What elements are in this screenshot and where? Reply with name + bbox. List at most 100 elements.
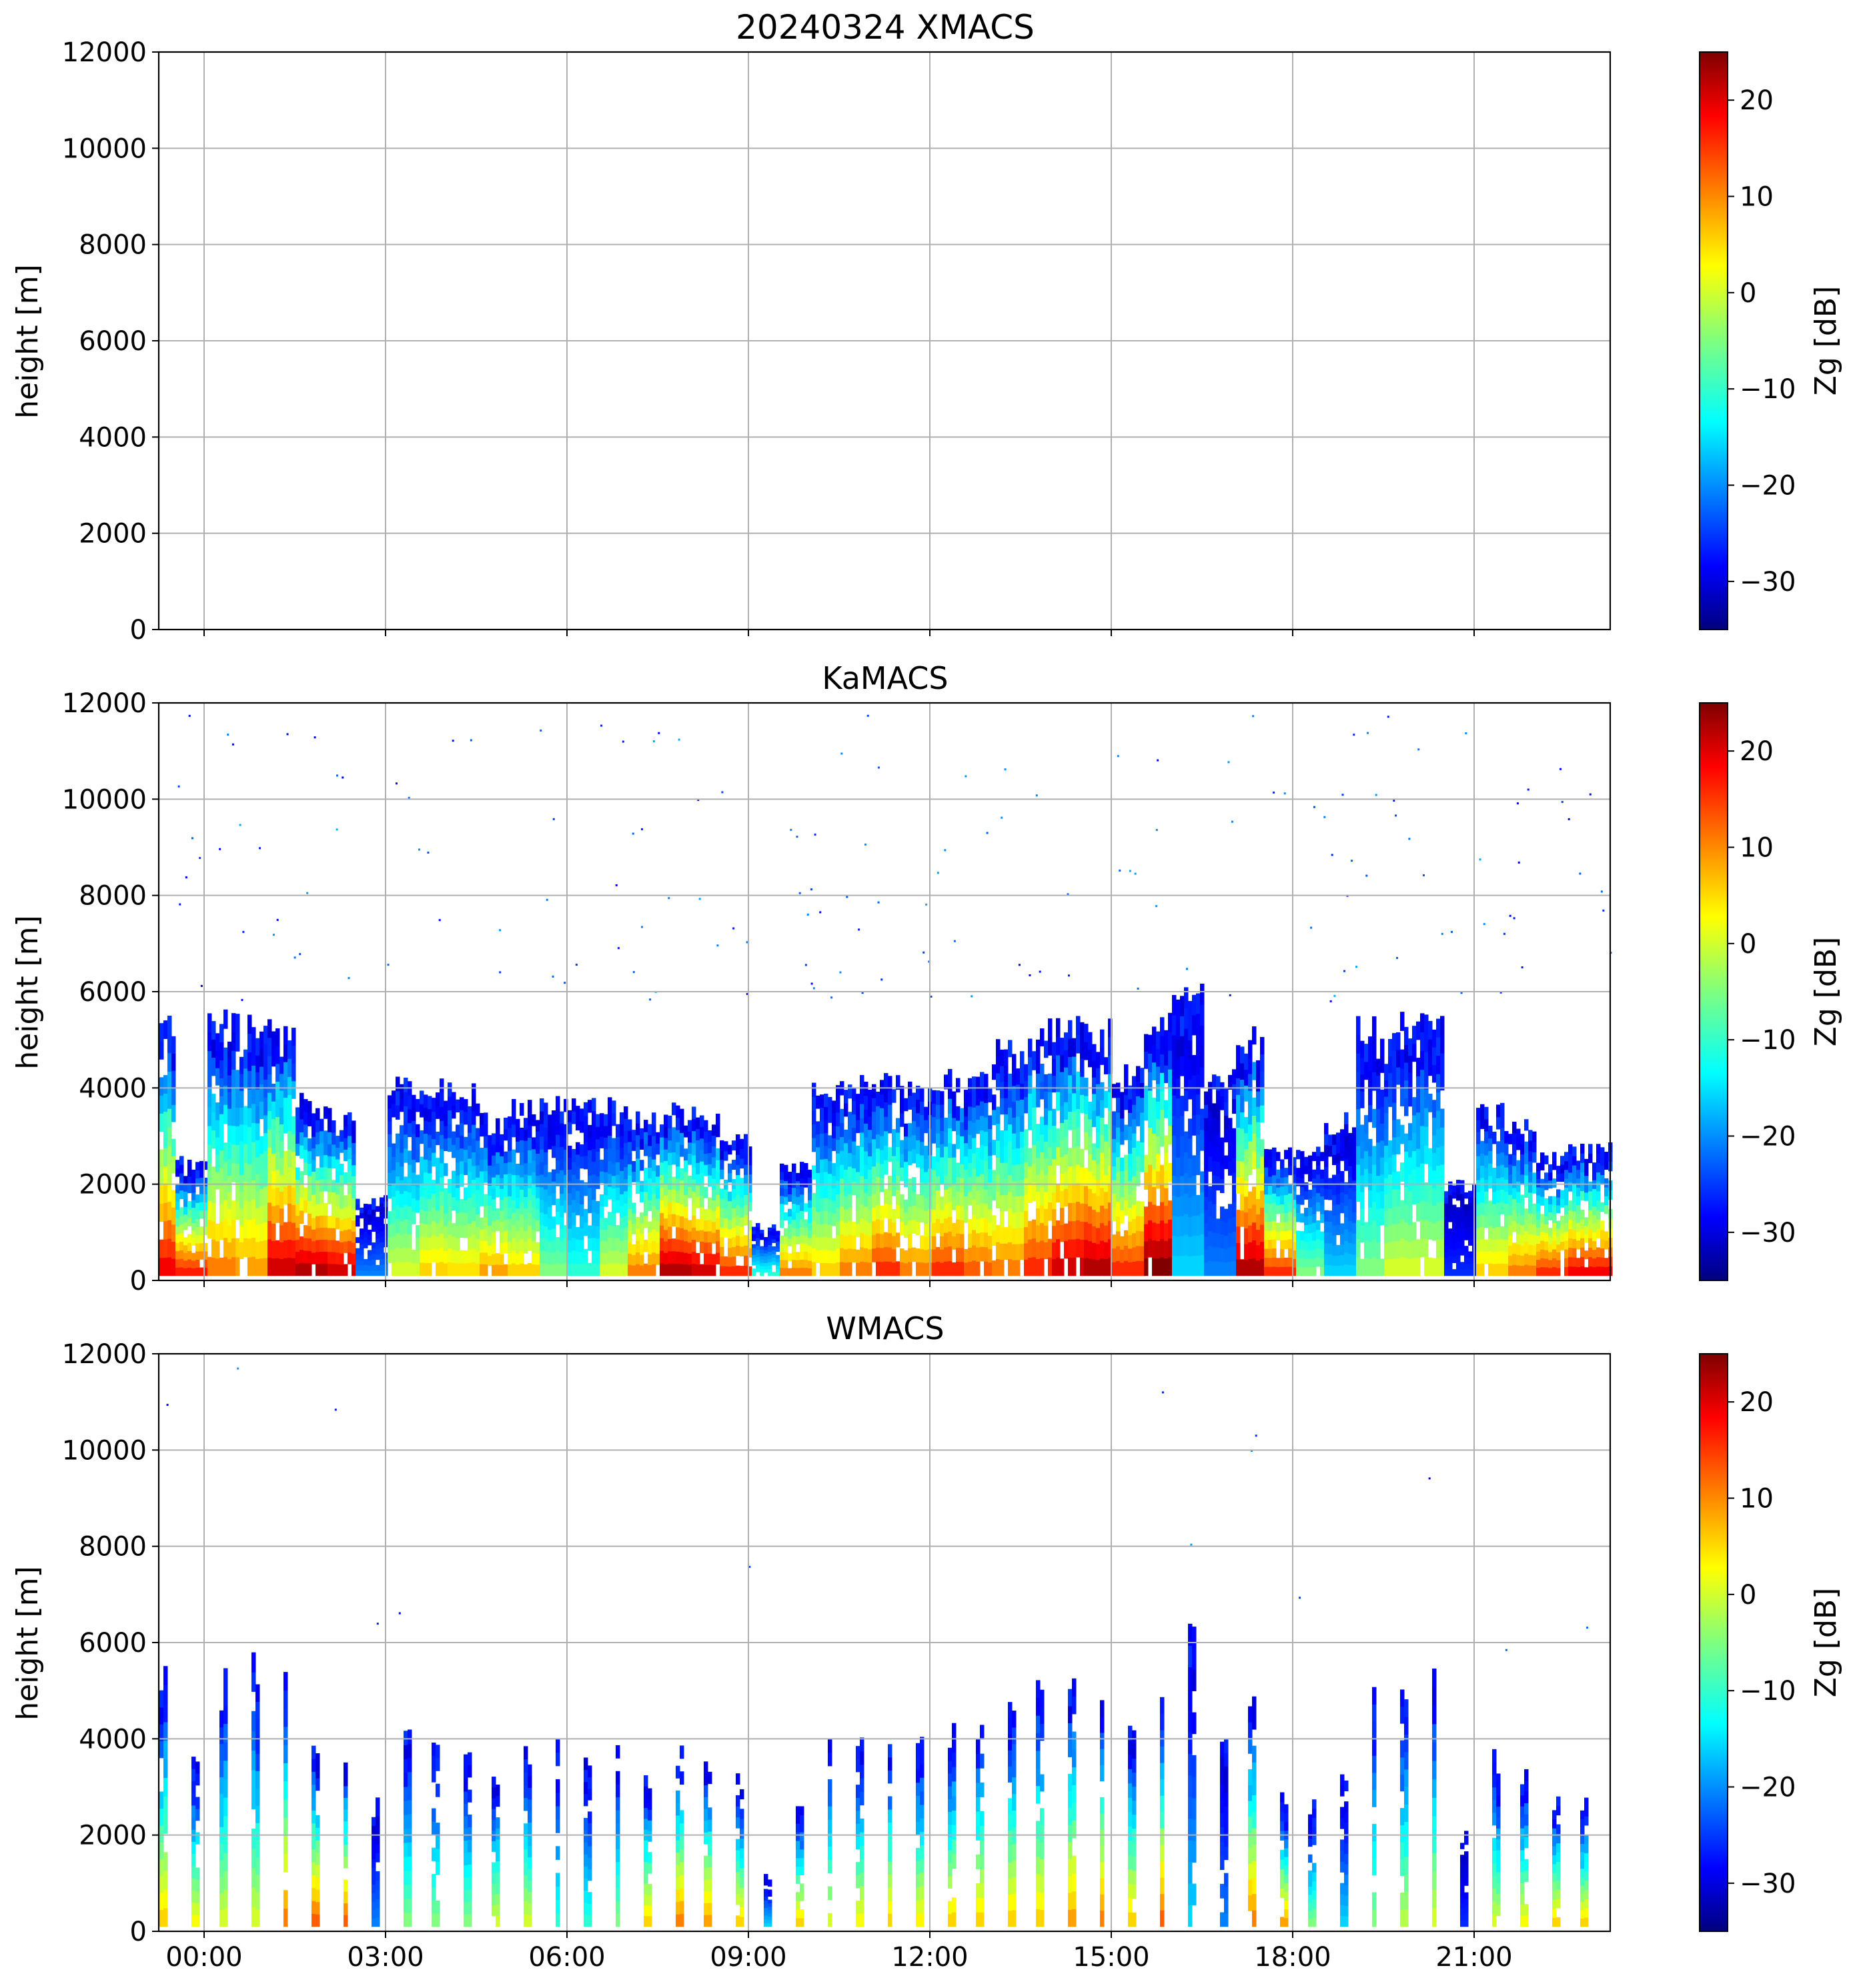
echo-cell [1540, 1214, 1545, 1224]
echo-cell [604, 1252, 608, 1264]
echo-cell [344, 1229, 348, 1242]
echo-cell [1516, 1170, 1521, 1182]
echo-cell [1040, 1204, 1045, 1223]
echo-cell [408, 1122, 412, 1138]
echo-cell [1084, 1185, 1089, 1204]
echo-cell [1448, 1262, 1453, 1270]
echo-cell [1284, 1194, 1289, 1204]
echo-cell [364, 1242, 368, 1248]
echo-cell [496, 1219, 500, 1231]
echo-cell [275, 1028, 280, 1047]
echo-cell [400, 1248, 404, 1262]
colorbar-label: Zg [dB] [1809, 937, 1843, 1047]
echo-cell [704, 1186, 708, 1198]
echo-cell [944, 1246, 949, 1262]
echo-cell [344, 1856, 348, 1869]
echo-cell [844, 1209, 848, 1223]
echo-cell [640, 1212, 644, 1224]
echo-cell [1012, 1228, 1017, 1244]
echo-cell [1124, 1124, 1129, 1140]
echo-cell [792, 1243, 796, 1252]
echo-cell [1312, 1152, 1317, 1161]
echo-cell [316, 1901, 320, 1915]
echo-cell [235, 1200, 240, 1220]
echo-cell [1336, 1194, 1341, 1205]
echo-cell [760, 1246, 764, 1250]
echo-cell [468, 1249, 472, 1263]
echo-cell [307, 1163, 312, 1176]
echo-cell [1596, 1172, 1601, 1182]
echo-cell [1108, 1220, 1113, 1240]
echo-cell [1568, 1210, 1573, 1220]
echo-cell [688, 1186, 692, 1198]
echo-cell [784, 1260, 788, 1268]
echo-cell [412, 1146, 416, 1160]
echo-cell [183, 1191, 188, 1200]
echo-cell [1324, 1188, 1329, 1200]
echo-cell [560, 1170, 564, 1182]
echo-cell [1056, 1036, 1061, 1056]
echo-cell [960, 1192, 965, 1206]
echo-cell [596, 1164, 600, 1177]
echo-cell [1404, 1133, 1409, 1152]
echo-cell [1464, 1252, 1469, 1258]
echo-cell [1300, 1231, 1305, 1240]
echo-cell [1168, 1238, 1173, 1258]
echo-cell [848, 1180, 852, 1194]
echo-cell [1428, 1166, 1433, 1185]
echo-cell [1248, 1225, 1253, 1242]
echo-cell [1140, 1201, 1145, 1217]
echo-cell [1148, 1053, 1153, 1072]
echo-cell [500, 1166, 504, 1178]
echo-cell [516, 1141, 520, 1153]
echo-cell [1556, 1204, 1561, 1214]
echo-cell [1072, 1202, 1077, 1222]
echo-cell [1168, 1200, 1173, 1220]
echo-cell [848, 1112, 852, 1126]
echo-cell [364, 1236, 368, 1243]
echo-cell [920, 1154, 924, 1169]
echo-cell [207, 1200, 212, 1220]
echo-cell [191, 1793, 196, 1806]
echo-cell [784, 1228, 788, 1236]
echo-cell [524, 1196, 528, 1208]
echo-cell [1044, 1141, 1049, 1159]
echo-cell [544, 1238, 548, 1252]
echo-cell [287, 1130, 292, 1150]
echo-cell [1452, 1250, 1457, 1257]
echo-cell [1216, 1076, 1221, 1091]
echo-cell [332, 1132, 336, 1145]
echo-cell [279, 1124, 284, 1142]
echo-cell [1168, 1256, 1173, 1276]
echo-cell [400, 1262, 404, 1276]
echo-cell [1500, 1201, 1505, 1214]
echo-cell [1208, 1096, 1213, 1112]
echo-cell [1352, 1222, 1357, 1234]
echo-cell [404, 1106, 408, 1121]
echo-cell [195, 1218, 200, 1228]
echo-cell [940, 1104, 945, 1118]
echo-cell [672, 1238, 676, 1252]
echo-cell [1340, 1234, 1345, 1245]
echo-cell [476, 1238, 480, 1252]
echo-cell [536, 1153, 540, 1165]
echo-cell [175, 1226, 180, 1235]
echo-cell [291, 1116, 296, 1134]
echo-cell [380, 1242, 384, 1248]
echo-cell [472, 1138, 476, 1152]
echo-cell [996, 1039, 1001, 1057]
echo-cell [223, 1797, 228, 1817]
echo-cell [1440, 1034, 1445, 1054]
echo-cell [1212, 1246, 1217, 1262]
y-tick-label: 10000 [62, 784, 147, 815]
echo-cell [904, 1136, 908, 1150]
noise-pixel [1351, 860, 1353, 862]
noise-pixel [348, 977, 350, 980]
echo-cell [516, 1163, 520, 1176]
echo-cell [332, 1144, 336, 1157]
echo-cell [376, 1797, 380, 1807]
echo-cell [520, 1127, 524, 1140]
echo-cell [1448, 1215, 1453, 1222]
echo-cell [1356, 1034, 1361, 1054]
echo-cell [1176, 1137, 1181, 1158]
